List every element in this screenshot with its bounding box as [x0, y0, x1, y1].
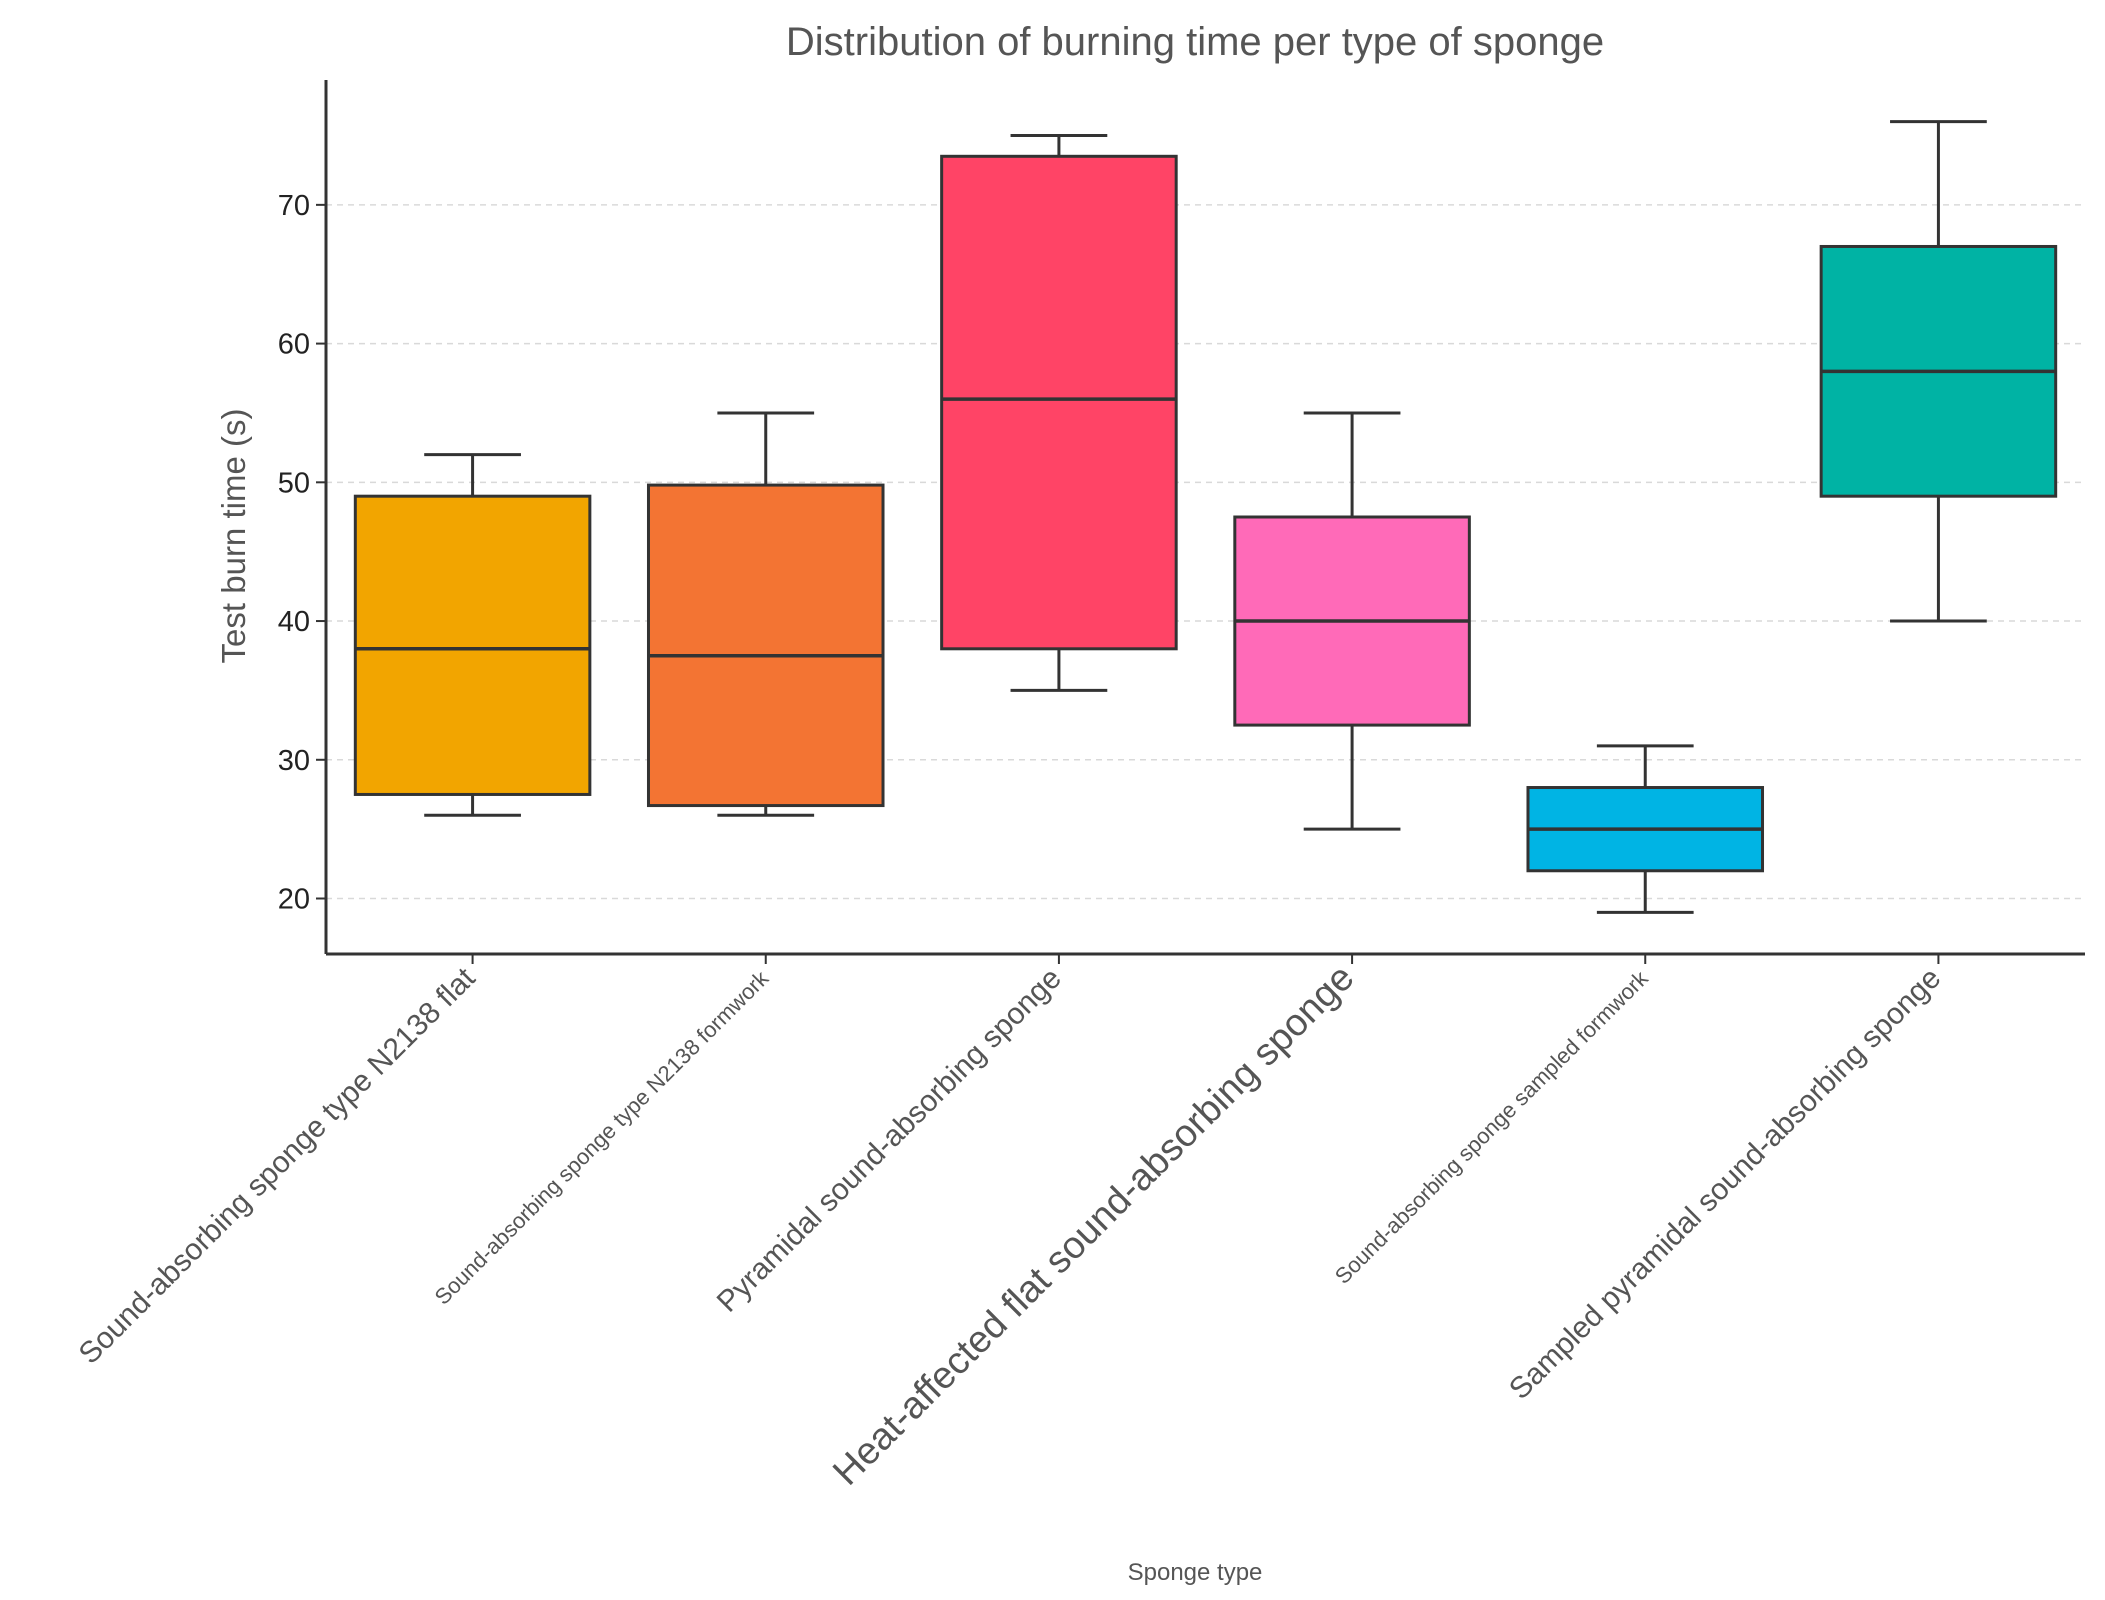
box-5	[1526, 744, 1765, 914]
iqr-box	[940, 154, 1178, 651]
y-tick-label-70: 70	[278, 190, 310, 222]
y-axis-label: Test burn time (s)	[215, 409, 252, 664]
x-tick-label-4: Heat-affected flat sound-absorbing spong…	[825, 957, 1362, 1494]
y-tick-label-60: 60	[278, 329, 310, 361]
axes	[324, 80, 2085, 956]
box-6	[1819, 120, 2058, 623]
y-tick-label-20: 20	[278, 884, 310, 916]
chart-title: Distribution of burning time per type of…	[786, 20, 1604, 64]
x-tick-label-3: Pyramidal sound-absorbing sponge	[711, 962, 1068, 1319]
y-tick-label-40: 40	[278, 606, 310, 638]
y-tick-label-30: 30	[278, 745, 310, 777]
y-tick-label-50: 50	[278, 467, 310, 499]
iqr-box	[646, 483, 885, 808]
box-2	[646, 411, 885, 817]
x-tick-labels: Sound-absorbing sponge type N2138 flatSo…	[73, 954, 1947, 1494]
x-axis-label: Sponge type	[1128, 1559, 1263, 1586]
box-4	[1233, 411, 1471, 831]
y-tick-labels: 20 30 40 50 60 70	[278, 190, 326, 916]
box-3	[940, 133, 1178, 692]
x-tick-label-1: Sound-absorbing sponge type N2138 flat	[73, 961, 482, 1370]
box-1	[353, 453, 592, 817]
iqr-box	[353, 494, 592, 796]
x-tick-label-2: Sound-absorbing sponge type N2138 formwo…	[430, 965, 774, 1309]
grid-lines	[326, 204, 2085, 900]
x-tick-label-6: Sampled pyramidal sound-absorbing sponge	[1503, 962, 1947, 1406]
box-series	[353, 120, 2058, 914]
x-tick-label-5: Sound-absorbing sponge sampled formwork	[1330, 965, 1654, 1289]
